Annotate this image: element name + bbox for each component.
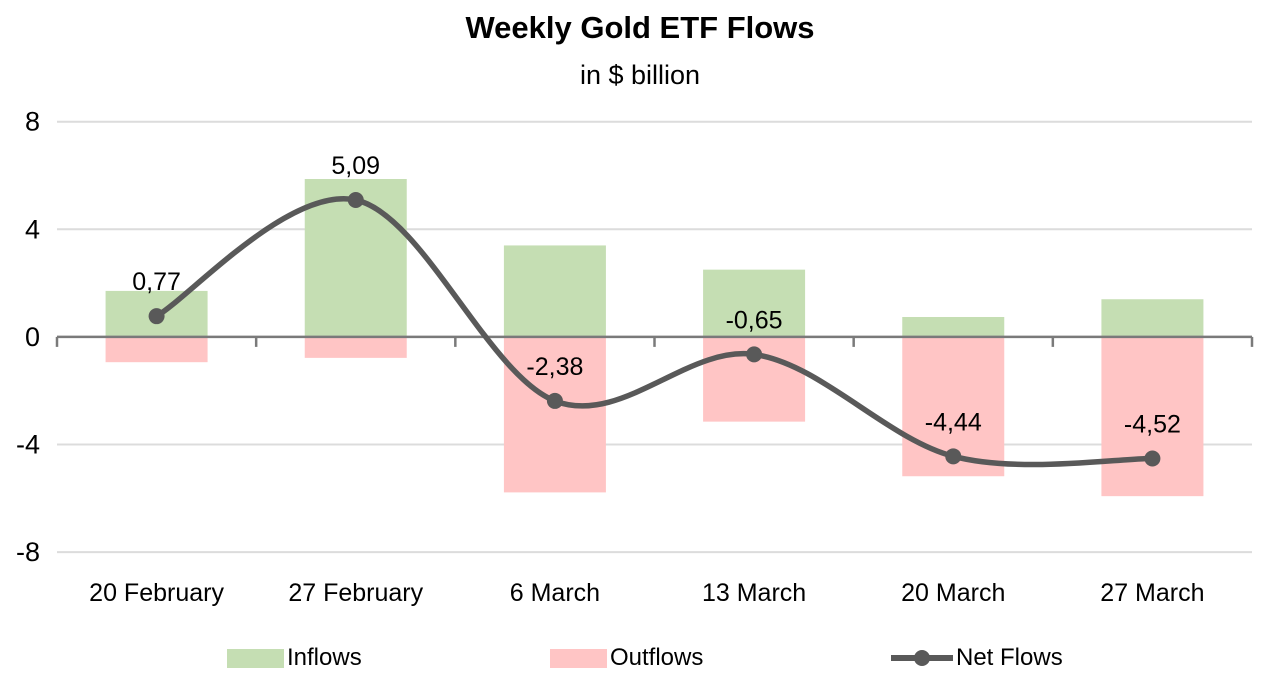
- y-axis-label: -4: [16, 430, 40, 460]
- x-axis-label: 20 February: [89, 579, 224, 607]
- data-label: -4,44: [925, 408, 982, 436]
- y-axis-label: 4: [25, 214, 40, 244]
- x-axis-label: 6 March: [510, 579, 600, 607]
- y-axis-label: 0: [25, 322, 40, 352]
- net-flows-line: [153, 196, 1156, 468]
- x-axis-label: 13 March: [702, 579, 806, 607]
- outflow-bar: [503, 336, 606, 493]
- y-axis-label: 8: [25, 107, 40, 137]
- data-label: -0,65: [726, 306, 783, 334]
- net-flows-marker: [148, 308, 165, 325]
- x-axis-label: 27 March: [1100, 579, 1204, 607]
- chart-subtitle: in $ billion: [579, 60, 701, 90]
- net-flows-marker: [1144, 450, 1161, 467]
- outflow-bar: [1101, 336, 1204, 497]
- inflow-bar: [902, 316, 1005, 337]
- net-flows-marker: [945, 448, 962, 465]
- net-flows-marker: [746, 346, 763, 363]
- x-axis-label: 20 March: [901, 579, 1005, 607]
- legend-item-inflows: Inflows: [227, 644, 362, 671]
- net-flows-marker: [546, 392, 563, 409]
- outflows-swatch-icon: [550, 648, 607, 668]
- data-label: 5,09: [331, 152, 380, 180]
- legend-label-net-flows: Net Flows: [956, 644, 1063, 671]
- inflows-swatch-icon: [227, 648, 284, 668]
- legend-item-net-flows: Net Flows: [891, 644, 1063, 671]
- y-axis-label: -8: [16, 537, 40, 567]
- x-axis-label: 27 February: [288, 579, 423, 607]
- data-label: -4,52: [1124, 410, 1181, 438]
- legend-item-outflows: Outflows: [550, 644, 704, 671]
- outflow-bar: [105, 336, 208, 363]
- inflow-bar: [1101, 299, 1204, 337]
- legend-label-outflows: Outflows: [610, 644, 704, 671]
- net-flows-marker: [347, 191, 364, 208]
- inflow-bar: [503, 245, 606, 337]
- data-label: 0,77: [132, 268, 181, 296]
- net-flows-line-swatch-icon: [891, 645, 953, 671]
- chart-title: Weekly Gold ETF Flows: [465, 10, 815, 45]
- inflow-bar: [703, 269, 806, 337]
- data-label: -2,38: [526, 353, 583, 381]
- outflow-bar: [304, 336, 407, 358]
- legend-label-inflows: Inflows: [287, 644, 362, 671]
